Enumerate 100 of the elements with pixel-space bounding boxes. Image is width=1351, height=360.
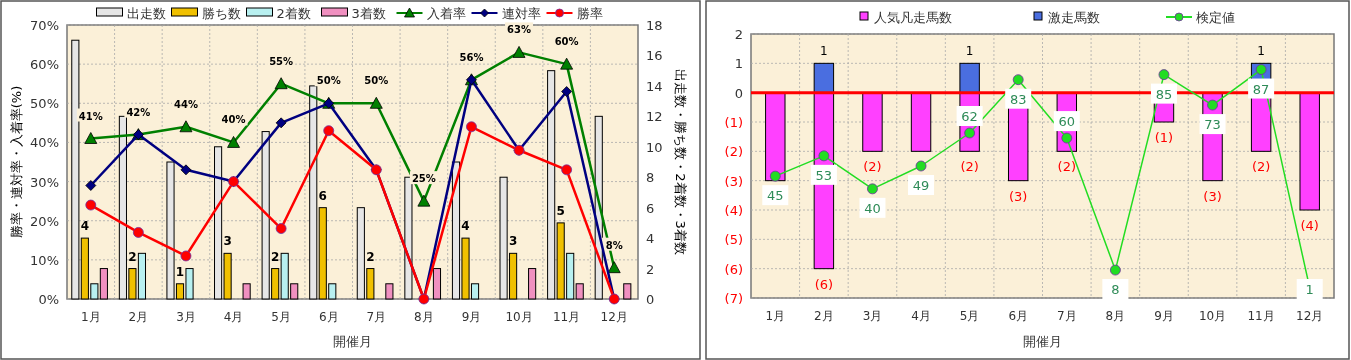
data-label: 83	[1009, 91, 1027, 107]
y2-tick-label: 14	[646, 78, 663, 94]
bar	[404, 176, 413, 300]
point	[818, 150, 830, 162]
data-label: 60%	[554, 36, 579, 48]
point	[1158, 69, 1170, 81]
data-label: (2)	[960, 159, 979, 175]
data-label: 50%	[364, 75, 389, 87]
data-label: 87	[1252, 81, 1270, 97]
x-tick-label: 4月	[911, 309, 931, 323]
data-label: 41%	[78, 110, 103, 122]
point	[1012, 74, 1024, 86]
bar	[528, 268, 537, 300]
data-label: 6	[318, 188, 327, 203]
x-tick-label: 5月	[959, 309, 980, 323]
point	[769, 170, 781, 182]
data-label: 53	[815, 167, 833, 183]
point	[85, 199, 97, 211]
bar	[623, 283, 632, 300]
x-tick-label: 7月	[1056, 309, 1077, 323]
data-label: 1	[175, 264, 185, 279]
point	[275, 223, 287, 234]
y-tick-label: (1)	[724, 115, 743, 130]
data-label: 1	[965, 44, 974, 59]
data-label: 1	[820, 44, 828, 59]
x-tick-label: 10月	[1198, 309, 1227, 323]
y-tick-label: (4)	[724, 203, 743, 218]
point	[560, 57, 574, 70]
y-tick-label: 30%	[30, 174, 59, 190]
x-tick-label: 12月	[600, 310, 628, 324]
legend-label: 激走馬数	[1048, 10, 1100, 25]
point	[466, 121, 477, 133]
data-label: 55%	[269, 55, 294, 67]
point	[180, 250, 192, 262]
point	[180, 164, 192, 176]
y2-tick-label: 2	[646, 261, 655, 277]
data-label: 73	[1204, 117, 1221, 133]
y2-axis-title: 出走数・勝ち数・2着数・3着数	[673, 69, 688, 255]
bar	[309, 85, 318, 300]
data-label: (6)	[814, 276, 834, 292]
point	[227, 136, 240, 148]
legend-label: 出走数	[126, 6, 166, 21]
data-label: (1)	[1154, 130, 1174, 145]
x-tick-label: 2月	[128, 310, 149, 324]
x-tick-label: 1月	[765, 309, 786, 323]
y2-tick-label: 8	[646, 170, 655, 186]
point	[867, 183, 878, 195]
y-tick-label: (7)	[724, 291, 743, 306]
data-label: 45	[767, 188, 784, 204]
x-tick-label: 4月	[223, 310, 244, 324]
data-label: (3)	[1203, 188, 1222, 204]
data-label: 25%	[411, 173, 436, 185]
x-tick-label: 11月	[552, 310, 581, 324]
legend-label: 人気凡走馬数	[874, 10, 952, 25]
x-tick-label: 1月	[80, 310, 101, 324]
point	[274, 77, 288, 90]
y-tick-label: 2	[734, 27, 743, 42]
point	[132, 227, 144, 238]
point	[964, 127, 976, 139]
point	[607, 261, 621, 274]
point	[417, 194, 431, 207]
y2-tick-label: 6	[646, 200, 655, 216]
y-tick-label: 70%	[30, 18, 59, 33]
point	[179, 120, 193, 133]
point	[512, 46, 526, 58]
y-tick-label: (3)	[724, 173, 743, 189]
point	[369, 96, 383, 109]
data-label: 56%	[459, 51, 484, 63]
x-tick-label: 6月	[1008, 309, 1029, 323]
data-label: (2)	[863, 159, 882, 175]
x-tick-label: 3月	[862, 309, 883, 323]
point	[85, 180, 97, 191]
legend-label: 3着数	[351, 6, 386, 21]
data-label: 1	[1305, 282, 1314, 297]
x-tick-label: 11月	[1247, 309, 1275, 323]
x-tick-label: 8月	[1105, 309, 1126, 323]
y-tick-label: (6)	[724, 261, 743, 277]
legend-label: 連対率	[501, 6, 541, 21]
data-label: (2)	[1251, 159, 1271, 175]
y2-tick-label: 10	[646, 139, 663, 155]
y2-tick-label: 12	[646, 109, 663, 125]
x-tick-label: 2月	[814, 309, 834, 323]
data-label: 2	[271, 249, 280, 264]
y2-tick-label: 4	[646, 231, 655, 247]
data-label: (2)	[1057, 159, 1076, 175]
point	[1061, 132, 1073, 144]
data-label: 50%	[316, 75, 341, 87]
y-tick-label: 20%	[30, 213, 59, 229]
data-label: (3)	[1009, 188, 1028, 204]
bar	[385, 283, 394, 300]
data-label: 63%	[507, 24, 532, 36]
legend-label: 検定値	[1196, 10, 1235, 25]
data-label: 2	[366, 249, 375, 264]
point	[561, 86, 573, 97]
data-label: 2	[128, 249, 137, 264]
legend-label: 2着数	[276, 6, 311, 21]
data-label: 5	[556, 203, 565, 218]
y-axis-title: 勝率・連対率・入着率(%)	[9, 85, 24, 239]
y2-tick-label: 0	[646, 292, 655, 307]
x-axis-title: 開催月	[333, 334, 372, 349]
